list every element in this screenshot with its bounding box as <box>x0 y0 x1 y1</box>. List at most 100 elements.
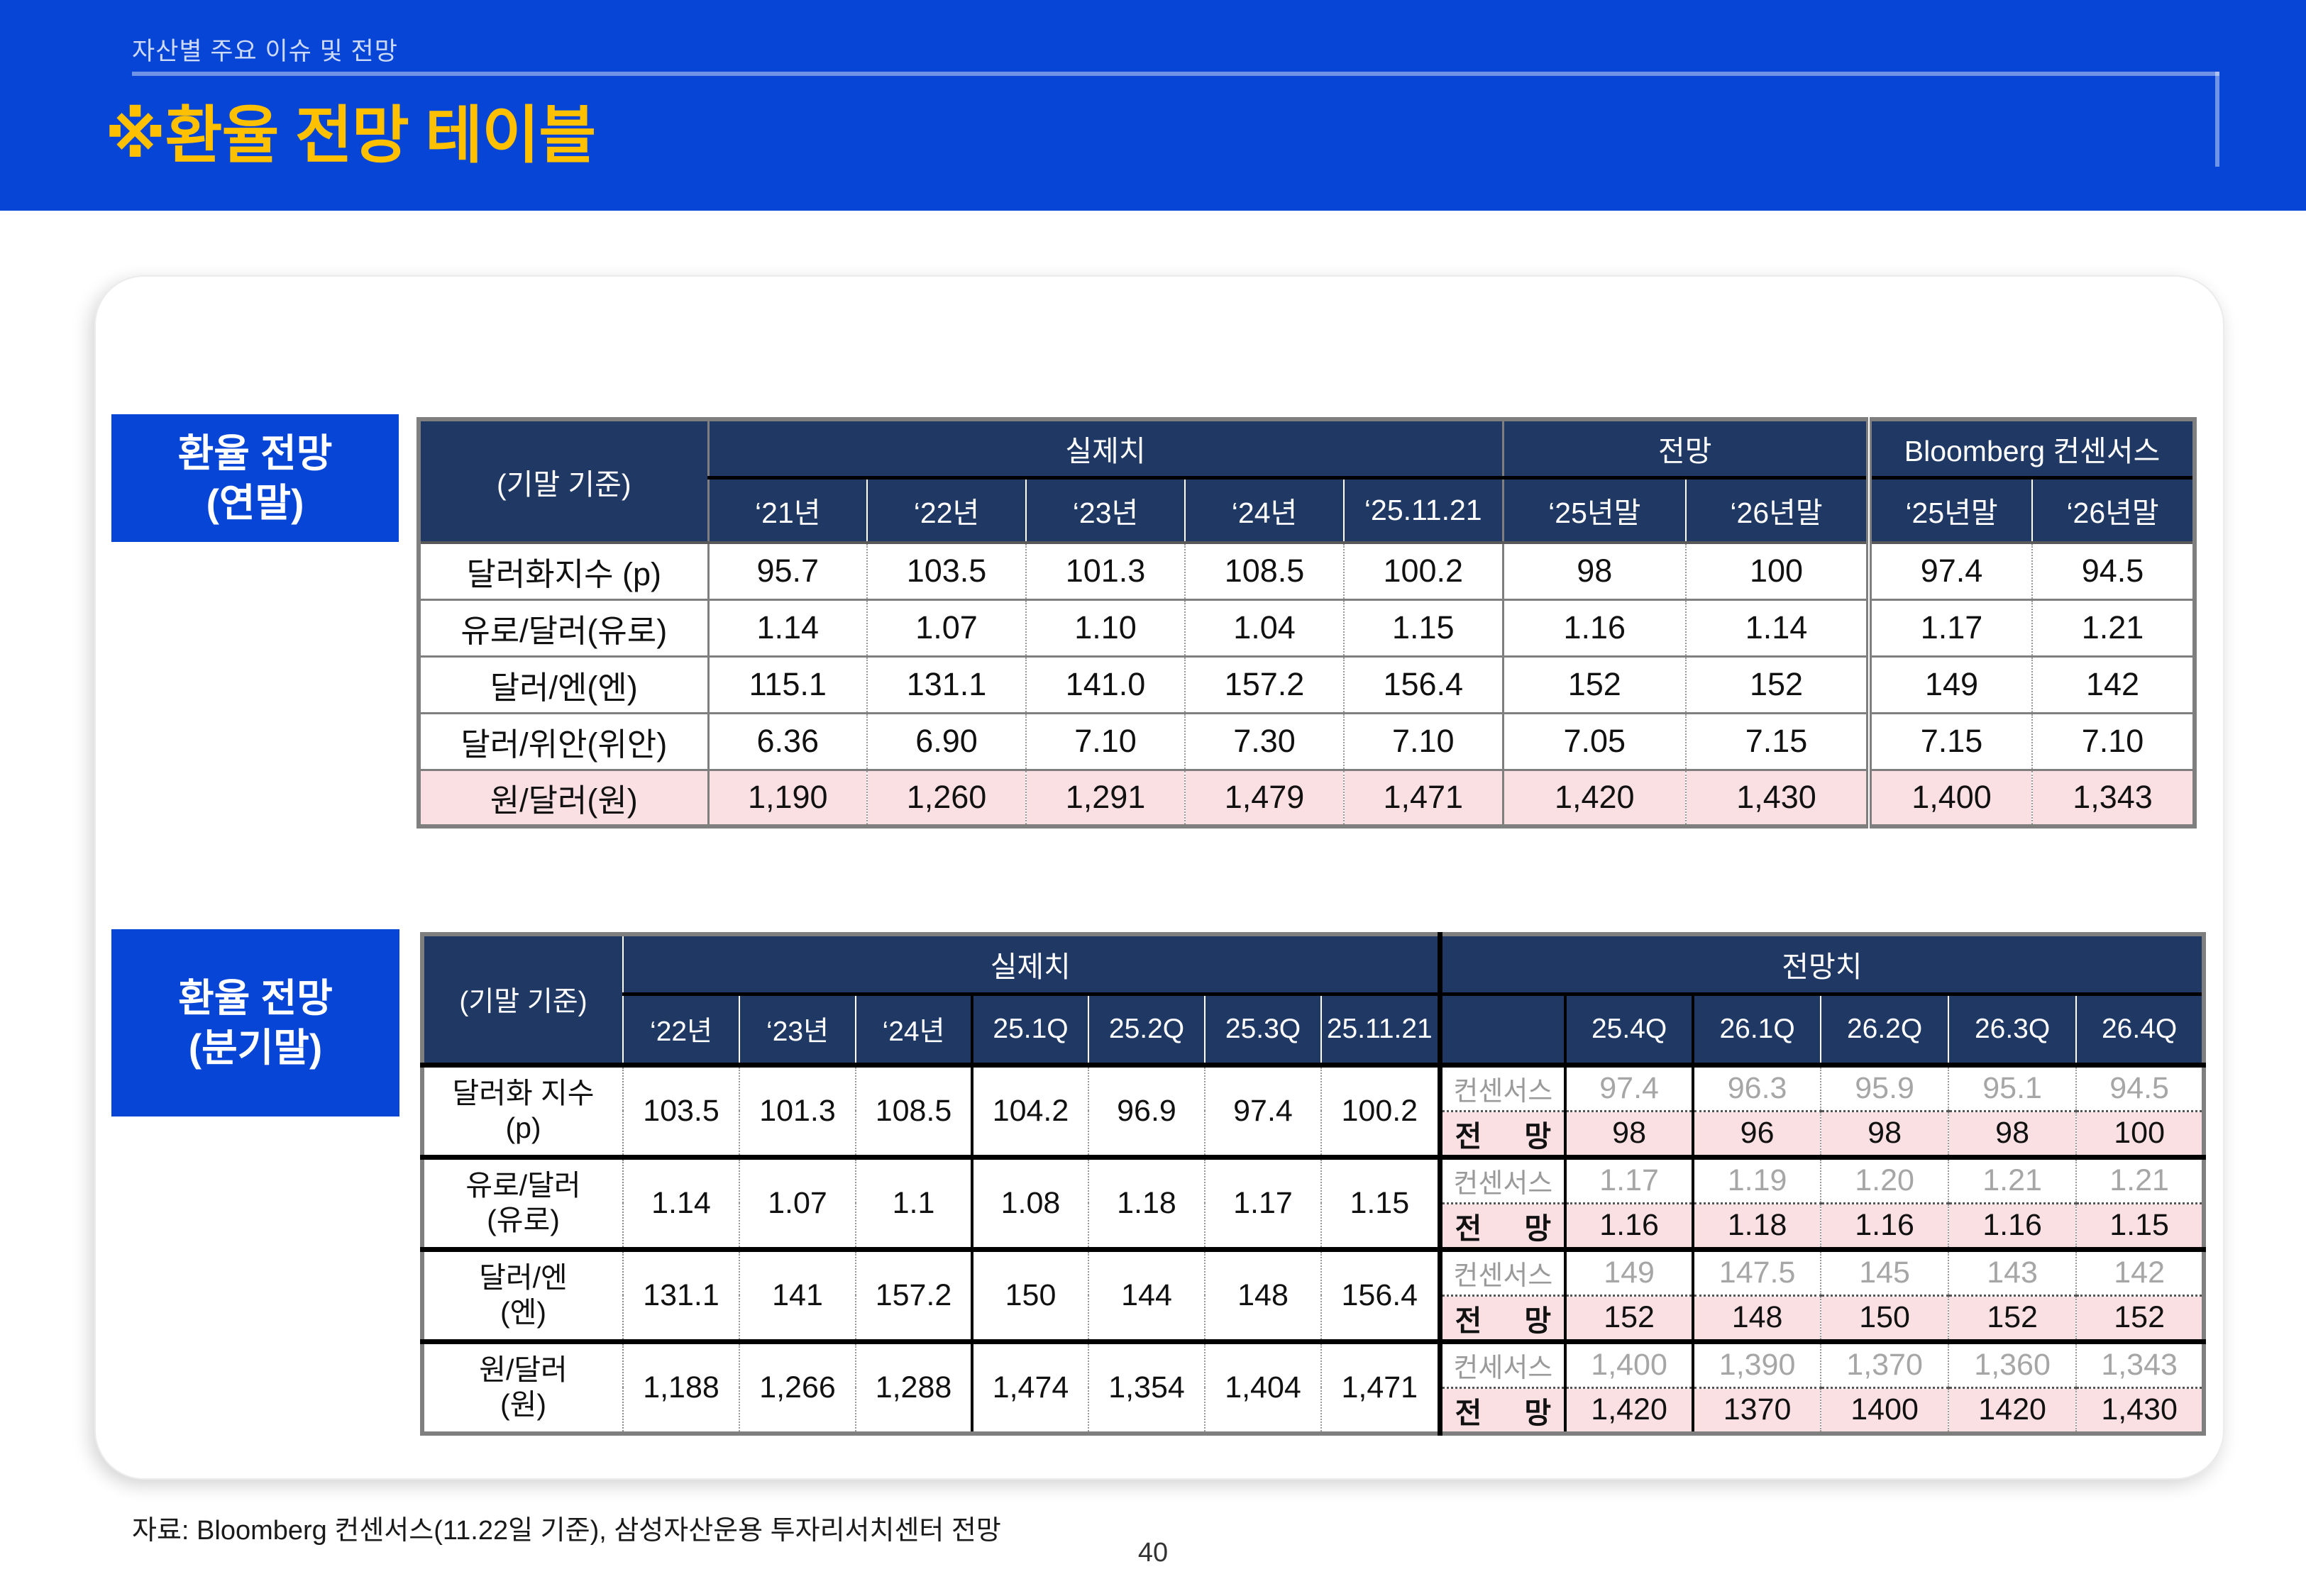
quarterly-row-label: 달러화 지수 (p) <box>422 1065 624 1157</box>
quarterly-row-label-line1: 원/달러 <box>479 1353 568 1387</box>
annual-row-label: 달러/엔(엔) <box>419 655 710 713</box>
quarterly-row-label-line1: 유로/달러 <box>465 1169 581 1202</box>
quarterly-consensus-cell: 1,400 <box>1564 1339 1694 1387</box>
annual-actual-cell: 1,260 <box>866 768 1026 826</box>
quarterly-actual-cell: 1,404 <box>1204 1339 1321 1434</box>
annual-actual-cell: 7.10 <box>1025 711 1185 770</box>
quarterly-group-header: 실제치 <box>623 934 1440 996</box>
quarterly-row-label-line2: (p) <box>505 1112 541 1144</box>
annual-bloomberg-cell: 7.15 <box>1866 711 2033 770</box>
quarterly-column-header: 26.3Q <box>1948 994 2077 1068</box>
annual-latest-cell: 7.10 <box>1343 711 1503 770</box>
quarterly-forecast-label-part: 망 <box>1524 1212 1552 1245</box>
quarterly-row-label-line1: 달러/엔 <box>479 1261 568 1294</box>
quarterly-actual-cell: 1.17 <box>1204 1154 1321 1249</box>
annual-bloomberg-cell: 1,400 <box>1866 768 2033 826</box>
quarterly-forecast-label-part: 망 <box>1524 1396 1552 1429</box>
annual-row-label: 유로/달러(유로) <box>419 598 710 656</box>
quarterly-row-label-line1: 달러화 지수 <box>452 1077 595 1109</box>
annual-actual-cell: 6.90 <box>866 711 1026 770</box>
quarterly-consensus-cell: 145 <box>1820 1246 1949 1295</box>
annual-section-label-line1: 환율 전망 <box>177 431 333 475</box>
annual-column-header: ‘22년 <box>866 477 1026 544</box>
quarterly-forecast-label-part: 전 <box>1455 1304 1482 1337</box>
quarterly-forecast-cell: 1420 <box>1948 1386 2077 1434</box>
annual-forecast-cell: 152 <box>1684 655 1870 713</box>
quarterly-actual-cell: 96.9 <box>1088 1065 1205 1157</box>
annual-forecast-cell: 1.16 <box>1501 598 1686 656</box>
annual-bloomberg-cell: 1,343 <box>2031 768 2195 826</box>
annual-forecast-cell: 98 <box>1501 543 1686 599</box>
annual-forecast-cell: 1.14 <box>1684 598 1870 656</box>
annual-actual-cell: 101.3 <box>1025 543 1185 599</box>
annual-column-header: ‘25년말 <box>1501 477 1686 544</box>
quarterly-latest-cell: 1,471 <box>1320 1339 1440 1434</box>
annual-forecast-cell: 1,420 <box>1501 768 1686 826</box>
quarterly-forecast-cell: 1,420 <box>1564 1386 1694 1434</box>
quarterly-column-header: 25.3Q <box>1204 994 1321 1068</box>
quarterly-column-header <box>1437 994 1566 1068</box>
annual-column-header: ‘21년 <box>708 477 867 544</box>
quarterly-consensus-label: 컨센서스 <box>1437 1065 1566 1111</box>
quarterly-forecast-label-part: 망 <box>1524 1119 1552 1153</box>
quarterly-consensus-cell: 95.1 <box>1948 1065 2077 1111</box>
annual-actual-cell: 103.5 <box>866 543 1026 599</box>
annual-row-label: 달러화지수 (p) <box>419 543 710 599</box>
quarterly-column-header: 26.4Q <box>2075 994 2205 1068</box>
quarterly-section-label-line2: (분기말) <box>188 1026 323 1070</box>
annual-actual-cell: 1.07 <box>866 598 1026 656</box>
annual-column-header: ‘23년 <box>1025 477 1185 544</box>
quarterly-forecast-label-part: 망 <box>1524 1304 1552 1337</box>
annual-row-label: 달러/위안(위안) <box>419 711 710 770</box>
quarterly-column-header: 26.1Q <box>1692 994 1821 1068</box>
page-title: ※환율 전망 테이블 <box>105 100 596 170</box>
annual-group-header: Bloomberg 컨센서스 <box>1866 419 2195 480</box>
quarterly-forecast-cell: 98 <box>1820 1109 1949 1157</box>
annual-forecast-cell: 7.05 <box>1501 711 1686 770</box>
quarterly-consensus-cell: 1.17 <box>1564 1154 1694 1203</box>
annual-forecast-cell: 1,430 <box>1684 768 1870 826</box>
quarterly-actual-cell: 1,188 <box>622 1339 739 1434</box>
quarterly-group-header: 전망치 <box>1437 934 2205 996</box>
quarterly-corner-label: (기말 기준) <box>422 934 624 1068</box>
quarterly-consensus-cell: 1.21 <box>1948 1154 2077 1203</box>
quarterly-consensus-cell: 147.5 <box>1692 1246 1821 1295</box>
annual-column-header: ‘24년 <box>1184 477 1344 544</box>
corner-line <box>2215 72 2219 167</box>
annual-actual-cell: 6.36 <box>708 711 867 770</box>
breadcrumb: 자산별 주요 이슈 및 전망 <box>132 38 398 65</box>
quarterly-row-label: 달러/엔 (엔) <box>422 1246 624 1341</box>
quarterly-row-label: 원/달러 (원) <box>422 1339 624 1434</box>
quarterly-forecast-cell: 100 <box>2075 1109 2205 1157</box>
annual-forecast-cell: 7.15 <box>1684 711 1870 770</box>
annual-actual-cell: 95.7 <box>756 553 820 589</box>
quarterly-forecast-cell: 98 <box>1564 1109 1694 1157</box>
annual-section-label-line2: (연말) <box>206 481 304 525</box>
annual-forecast-cell: 152 <box>1501 655 1686 713</box>
annual-bloomberg-cell: 97.4 <box>1866 543 2033 599</box>
quarterly-column-header: 26.2Q <box>1820 994 1949 1068</box>
quarterly-forecast-cell: 1.16 <box>1564 1202 1694 1249</box>
quarterly-consensus-cell: 1,370 <box>1820 1339 1949 1387</box>
quarterly-actual-cell: 1.1 <box>855 1154 972 1249</box>
quarterly-actual-cell: 1,266 <box>739 1339 856 1434</box>
annual-actual-cell: 131.1 <box>866 655 1026 713</box>
quarterly-column-header: ‘22년 <box>622 994 739 1068</box>
annual-actual-cell: 115.1 <box>708 655 867 713</box>
quarterly-actual-cell: 1.14 <box>622 1154 739 1249</box>
source-note: 자료: Bloomberg 컨센서스(11.22일 기준), 삼성자산운용 투자… <box>132 1516 1001 1546</box>
quarterly-column-header: 25.2Q <box>1088 994 1205 1068</box>
quarterly-consensus-cell: 142 <box>2075 1246 2205 1295</box>
quarterly-row-label-line2: (엔) <box>500 1296 547 1329</box>
annual-group-header: 전망 <box>1501 419 1870 480</box>
quarterly-row-label-line2: (유로) <box>487 1204 560 1236</box>
quarterly-consensus-label: 컨센서스 <box>1437 1246 1566 1295</box>
quarterly-section-label-line1: 환율 전망 <box>178 976 333 1020</box>
quarterly-actual-cell: 97.4 <box>1204 1065 1321 1157</box>
annual-actual-cell: 108.5 <box>1184 543 1344 599</box>
annual-actual-cell: 1.04 <box>1184 598 1344 656</box>
